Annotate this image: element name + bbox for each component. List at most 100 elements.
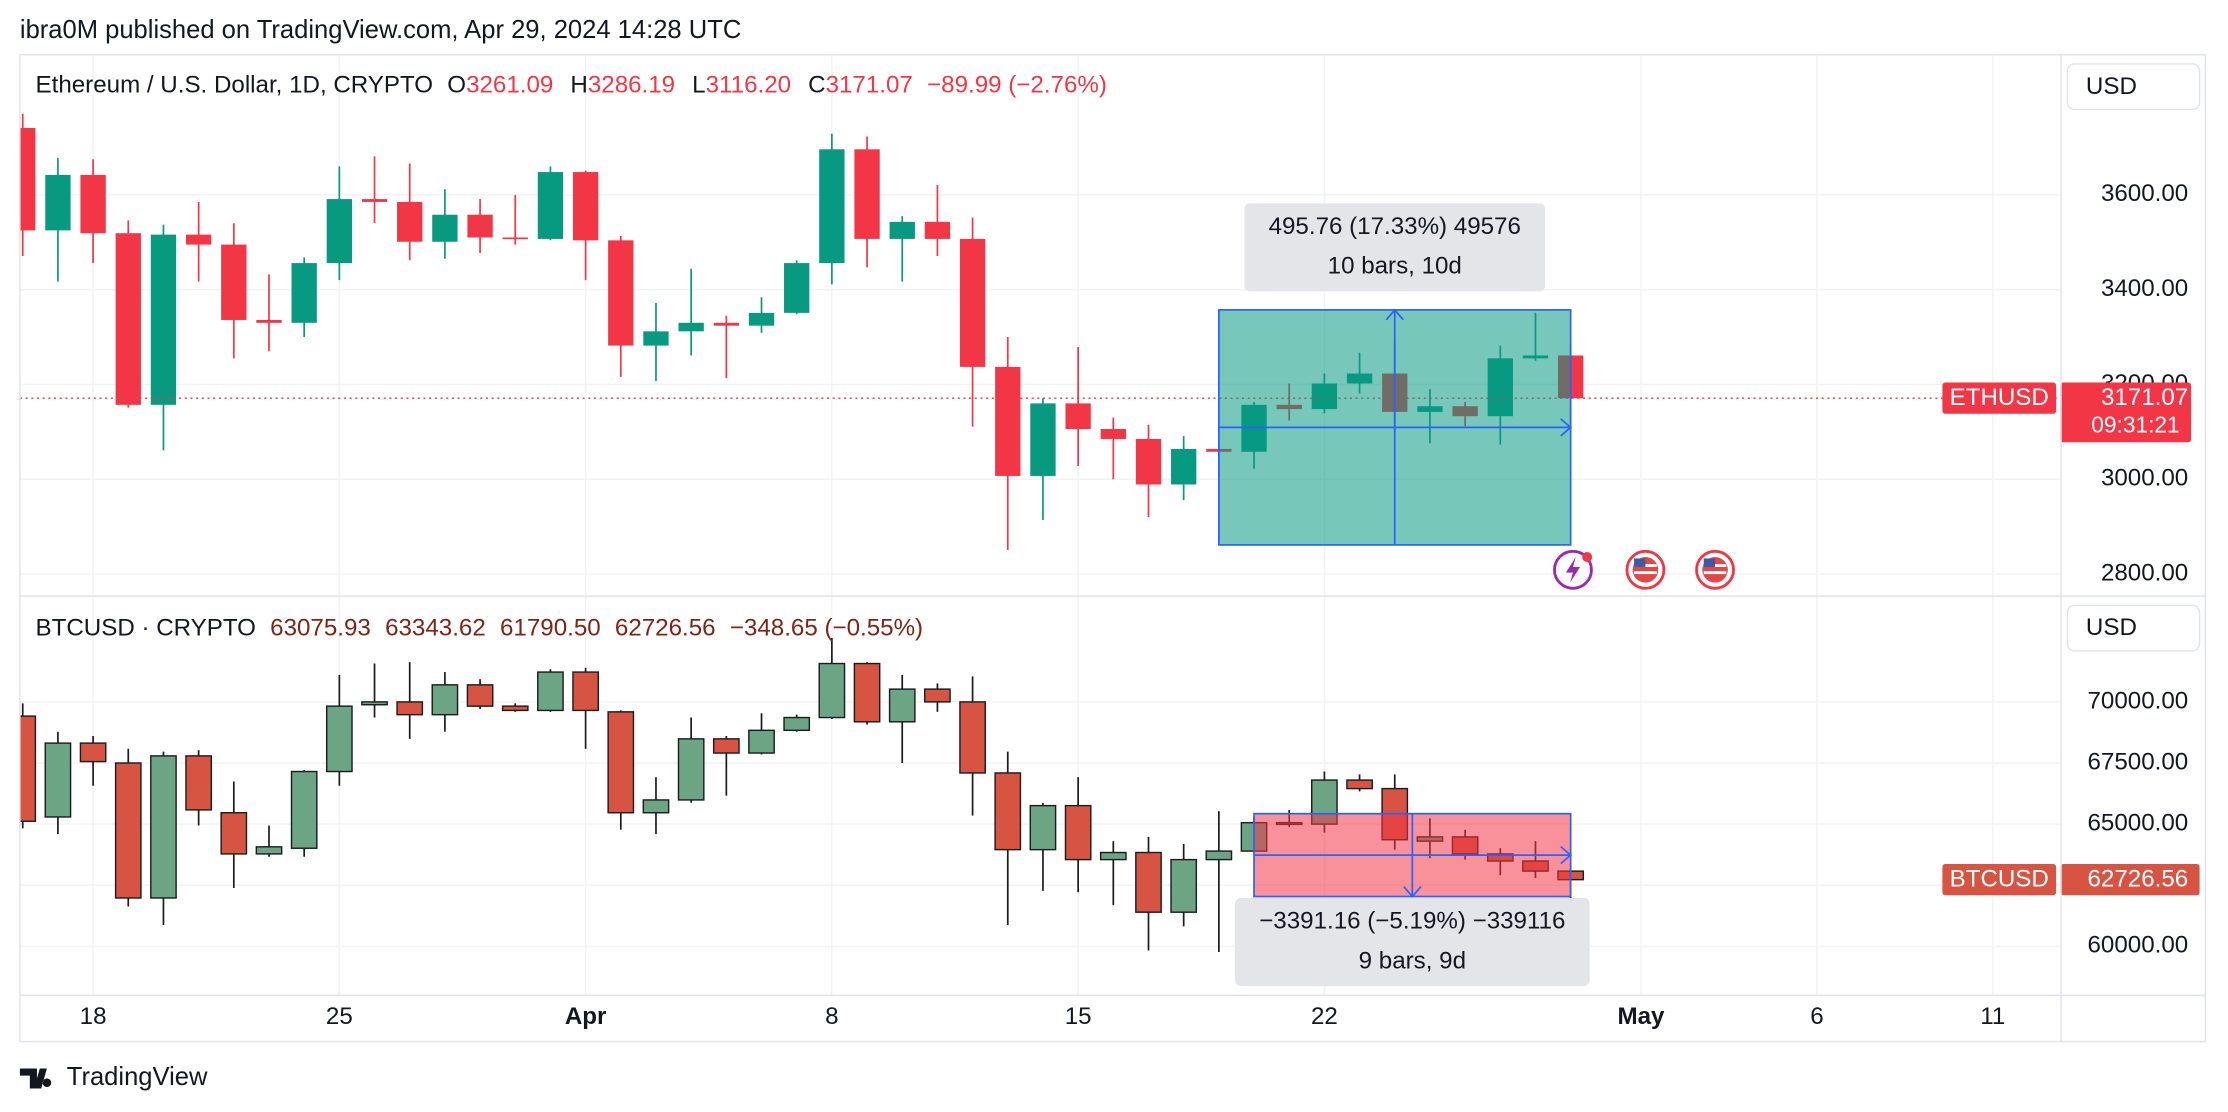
candle-body: [924, 688, 951, 703]
candle-body: [185, 234, 212, 245]
candle-body: [677, 738, 705, 801]
candle-body: [959, 238, 986, 367]
candle-body: [713, 322, 739, 326]
candle-body: [712, 738, 740, 754]
candle-body: [853, 662, 881, 723]
measure-label: 10 bars, 10d: [1328, 253, 1462, 280]
candle-body: [924, 221, 951, 239]
legend-value: 63075.93: [270, 615, 371, 642]
marks-layer: [19, 113, 1585, 952]
y-tick-label: 3600.00: [2101, 180, 2188, 207]
candle-body: [1346, 779, 1373, 790]
legend: BTCUSD · CRYPTO 63075.93 63343.62 61790.50 6…: [36, 615, 924, 642]
candle-body: [291, 263, 317, 323]
candle-body: [889, 221, 915, 239]
symbol-tag: [1942, 864, 2057, 896]
brand-name: TradingView: [67, 1063, 208, 1091]
legend-value: 62726.56: [615, 615, 716, 642]
candle-body: [1065, 403, 1091, 430]
candle-body: [888, 688, 916, 723]
legend-title: BTCUSD · CRYPTO: [36, 615, 256, 642]
candle-body: [608, 240, 634, 346]
event-dot: [1582, 552, 1593, 563]
candle-body: [290, 770, 318, 849]
candle-body: [220, 812, 248, 855]
measure-v-arrow: [1403, 886, 1422, 898]
candle-body: [1030, 403, 1056, 476]
brand: TradingView: [19, 1063, 208, 1091]
price-tag: [2060, 864, 2200, 896]
candle-body: [79, 742, 107, 763]
candle-body: [572, 172, 599, 241]
legend-letter: C: [808, 72, 825, 99]
price-tag: [2060, 382, 2192, 443]
candle-body: [1170, 858, 1198, 913]
candle-body: [397, 201, 423, 242]
candle-body: [432, 214, 458, 242]
x-tick-label: Apr: [565, 1003, 607, 1030]
candle-body: [325, 705, 353, 773]
currency-button[interactable]: [2066, 63, 2201, 111]
frame: [19, 54, 2206, 1043]
candle-body: [45, 174, 71, 231]
x-tick-label: 25: [326, 1003, 353, 1030]
candle-body: [1100, 429, 1126, 439]
legend-change: −348.65 (−0.55%): [730, 615, 923, 642]
candle-body: [466, 684, 494, 707]
candle-body: [256, 319, 282, 323]
grid-layer: 2800.003000.003200.003400.003600.0060000…: [19, 55, 2189, 1030]
candle-body: [326, 199, 353, 264]
symbol-tag: [1942, 382, 2057, 414]
candle-body: [19, 127, 36, 231]
candle-body: [1171, 448, 1197, 485]
legend-value: 3171.07: [826, 72, 913, 99]
publish-header: ibra0M published on TradingView.com, Apr…: [20, 16, 741, 44]
candle-body: [642, 799, 670, 814]
measure-h-arrow: [1560, 845, 1572, 865]
candles: [19, 113, 1584, 550]
measure-label: 495.76 (17.33%) 49576: [1269, 213, 1521, 240]
candle-body: [431, 684, 459, 716]
measure-label: −3391.16 (−5.19%) −339116: [1259, 908, 1565, 935]
symbol-tag-text: BTCUSD: [1950, 866, 2049, 893]
candle-body: [1029, 804, 1057, 851]
price-tag-value: 3171.07: [2101, 384, 2188, 411]
candle-body: [1135, 438, 1162, 485]
x-tick-label: May: [1618, 1003, 1666, 1030]
candle-body: [607, 711, 635, 814]
event-icons: [1553, 549, 1735, 590]
y-tick-label: 65000.00: [2088, 809, 2189, 836]
candle-body: [396, 701, 424, 716]
flag-stripe: [1634, 571, 1657, 575]
legend-value: 3286.19: [588, 72, 675, 99]
currency-label: USD: [2086, 73, 2137, 100]
candle-body: [185, 755, 213, 811]
candle-body: [1205, 850, 1233, 861]
y-tick-label: 60000.00: [2088, 932, 2189, 959]
candle-body: [467, 214, 493, 238]
legend-value: 61790.50: [500, 615, 601, 642]
y-tick-label: 70000.00: [2088, 687, 2189, 714]
flag-canton: [1634, 558, 1646, 567]
candle-body: [361, 701, 388, 706]
candle-body: [501, 705, 529, 712]
candle-body: [150, 234, 177, 405]
candle-body: [537, 172, 564, 239]
currency-button[interactable]: [2066, 604, 2201, 652]
candle-body: [784, 263, 810, 313]
measure-label: 9 bars, 9d: [1359, 947, 1466, 974]
candle-body: [115, 233, 141, 405]
y-tick-label: 67500.00: [2088, 748, 2189, 775]
symbol-tag-text: ETHUSD: [1950, 384, 2049, 411]
candle-body: [783, 716, 811, 732]
measure-h-arrow: [1560, 418, 1572, 437]
y-tick-label: 3400.00: [2101, 275, 2188, 302]
x-tick-label: 22: [1311, 1003, 1338, 1030]
legend: Ethereum / U.S. Dollar, 1D, CRYPTO O3261.…: [36, 72, 1107, 99]
candle-body: [1099, 851, 1127, 861]
candle-body: [80, 174, 106, 234]
candle-body: [818, 662, 846, 719]
price-tag-value: 62726.56: [2088, 866, 2189, 893]
price-tag-countdown: 09:31:21: [2091, 412, 2179, 438]
